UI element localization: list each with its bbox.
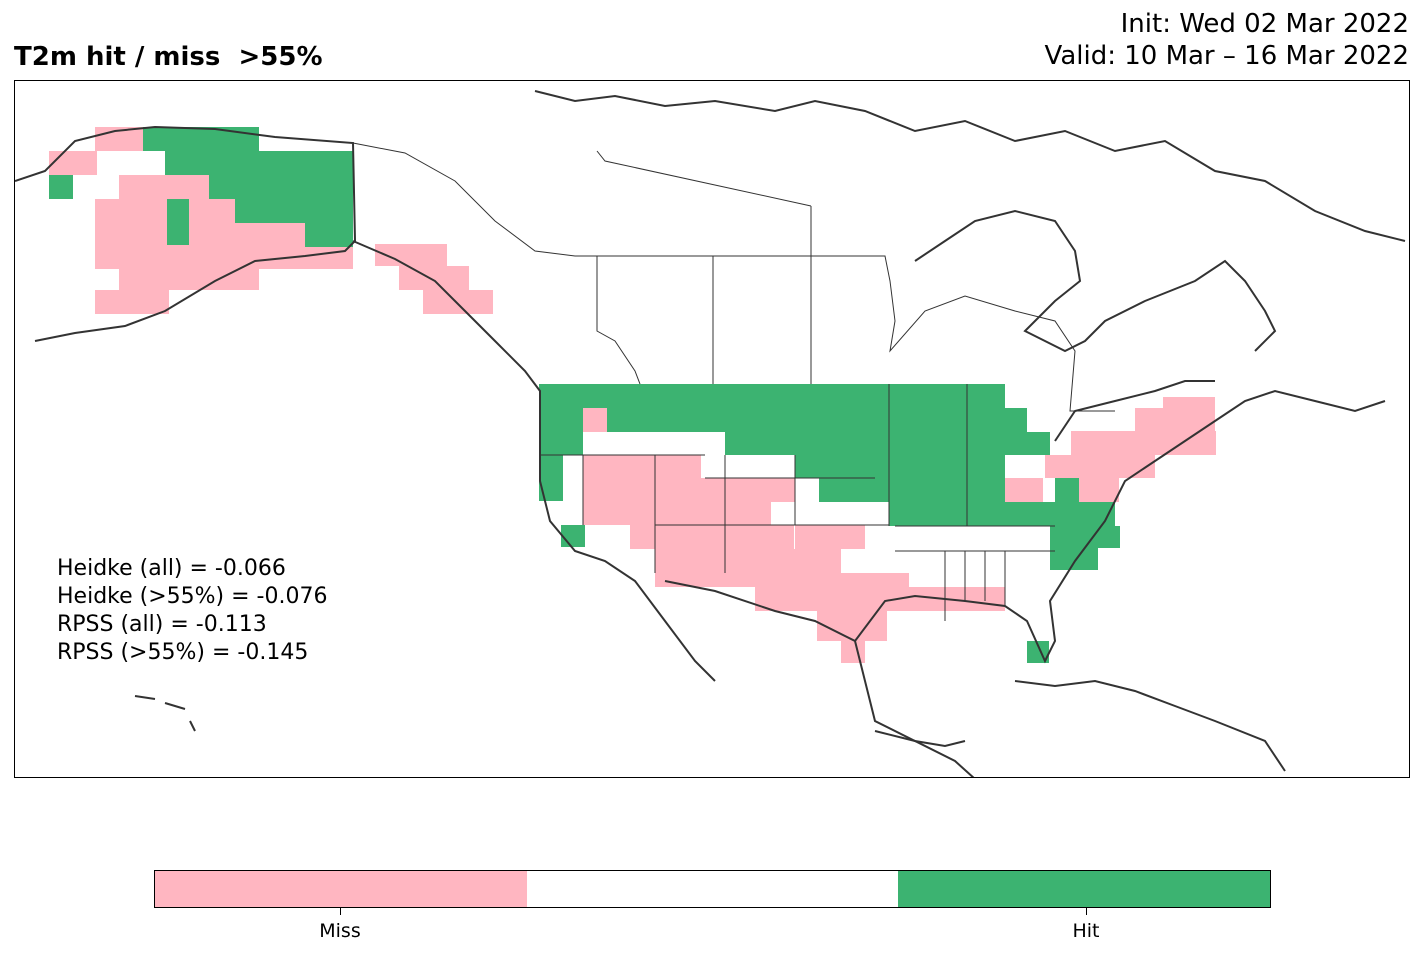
miss-label: Miss: [319, 920, 361, 942]
map-title: T2m hit / miss >55%: [14, 42, 323, 72]
valid-date: Valid: 10 Mar – 16 Mar 2022: [1044, 41, 1409, 71]
rpss-all: RPSS (all) = -0.113: [57, 612, 267, 637]
date-info: Init: Wed 02 Mar 2022 Valid: 10 Mar – 16…: [1045, 8, 1409, 72]
colorbar-neutral: [526, 871, 899, 907]
map-area: [14, 80, 1410, 778]
borders: [352, 142, 1115, 621]
hit-tick: [1086, 908, 1087, 915]
map-svg: [15, 90, 1406, 777]
skill-scores: Heidke (all) = -0.066 Heidke (>55%) = -0…: [57, 555, 327, 667]
hit-label: Hit: [1072, 920, 1100, 942]
legend-colorbar: [154, 870, 1271, 908]
colorbar-miss: [155, 871, 527, 907]
rpss-55: RPSS (>55%) = -0.145: [57, 640, 309, 665]
init-date: Init: Wed 02 Mar 2022: [1120, 9, 1409, 39]
heidke-55: Heidke (>55%) = -0.076: [57, 584, 328, 609]
miss-tick: [340, 908, 341, 915]
heidke-all: Heidke (all) = -0.066: [57, 556, 286, 581]
coastlines: [15, 90, 1406, 777]
miss-cells: [49, 127, 1216, 663]
colorbar-hit: [898, 871, 1271, 907]
hit-cells: [49, 127, 1120, 663]
